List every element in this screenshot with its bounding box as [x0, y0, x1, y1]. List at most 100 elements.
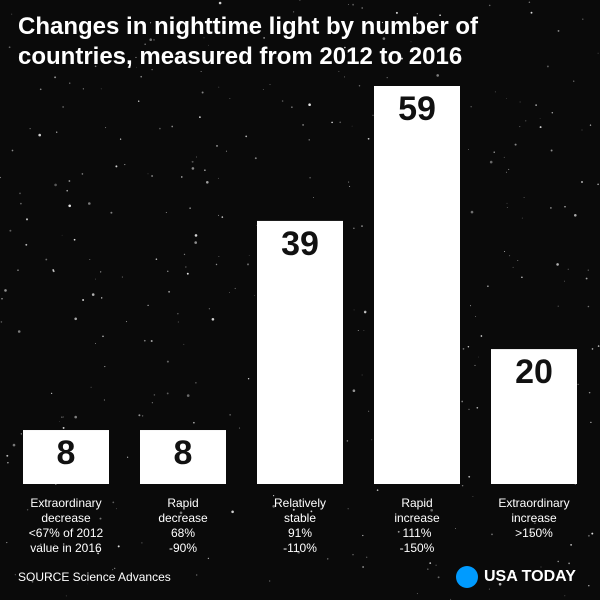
star: [346, 440, 349, 442]
category-label-line: Extraordinary: [30, 496, 101, 510]
star: [100, 88, 102, 90]
star: [6, 454, 9, 457]
star: [587, 534, 590, 537]
star: [468, 408, 470, 411]
star: [39, 543, 42, 546]
star: [297, 550, 301, 554]
category-label-line: Rapid: [401, 496, 432, 510]
star: [196, 156, 197, 158]
star: [352, 553, 354, 556]
star: [550, 149, 553, 152]
star: [82, 299, 85, 301]
star: [587, 269, 589, 271]
star: [141, 542, 143, 544]
star: [395, 11, 398, 14]
star: [62, 106, 64, 108]
star: [177, 313, 179, 315]
bar-value-label: 20: [515, 353, 553, 391]
star: [117, 545, 120, 548]
star: [231, 510, 234, 514]
star: [582, 18, 584, 20]
star: [216, 145, 218, 147]
star: [435, 564, 437, 566]
star: [49, 575, 52, 577]
star: [153, 39, 155, 41]
logo-text: USA TODAY: [484, 568, 576, 585]
star: [338, 71, 340, 72]
star: [200, 70, 202, 72]
star: [357, 329, 359, 332]
star: [372, 114, 374, 116]
category-label-line: 91%: [288, 526, 312, 540]
bar-2: [140, 430, 226, 484]
star: [353, 227, 355, 229]
star: [167, 270, 169, 272]
star: [480, 335, 483, 337]
star: [11, 13, 13, 15]
star: [455, 528, 456, 529]
star: [141, 415, 144, 417]
star: [478, 356, 479, 358]
star: [574, 214, 577, 217]
star: [361, 225, 363, 227]
star: [103, 399, 105, 401]
star: [94, 65, 97, 68]
star: [347, 508, 349, 510]
star: [587, 305, 590, 308]
star: [416, 13, 418, 15]
star: [68, 204, 71, 208]
star: [352, 3, 354, 6]
star: [371, 439, 373, 441]
star: [121, 276, 123, 278]
star: [512, 266, 514, 268]
star: [530, 533, 532, 535]
star: [550, 207, 552, 209]
star: [525, 120, 527, 122]
bar-value-label: 59: [398, 90, 436, 128]
star: [151, 175, 154, 177]
star: [74, 317, 77, 321]
star: [597, 183, 599, 186]
star: [186, 272, 189, 275]
star: [229, 291, 230, 293]
star: [151, 402, 153, 404]
star: [503, 156, 505, 158]
logo-dot-icon: [456, 566, 478, 588]
star: [467, 149, 469, 150]
star: [308, 103, 311, 106]
star: [54, 76, 57, 79]
star: [361, 374, 363, 376]
star: [194, 234, 198, 237]
star: [488, 4, 491, 7]
star: [137, 100, 140, 102]
star: [58, 421, 60, 422]
star: [189, 207, 191, 209]
star: [69, 82, 71, 84]
star: [368, 410, 370, 412]
star: [472, 496, 474, 497]
star: [100, 271, 102, 273]
star: [273, 495, 275, 497]
star: [487, 285, 489, 288]
star: [199, 116, 201, 118]
star: [248, 255, 250, 256]
star: [247, 378, 250, 380]
star: [353, 309, 355, 311]
star: [26, 218, 28, 221]
star: [467, 345, 470, 348]
star: [215, 263, 218, 266]
star: [585, 277, 588, 280]
star: [234, 287, 236, 290]
star: [517, 260, 519, 262]
star: [269, 84, 271, 85]
star: [0, 176, 1, 179]
category-label-line: 68%: [171, 526, 195, 540]
star: [462, 348, 465, 350]
category-label-line: increase: [511, 511, 557, 525]
star: [171, 125, 174, 128]
star: [218, 214, 220, 216]
star: [254, 295, 255, 297]
star: [140, 75, 142, 78]
star: [344, 76, 346, 78]
